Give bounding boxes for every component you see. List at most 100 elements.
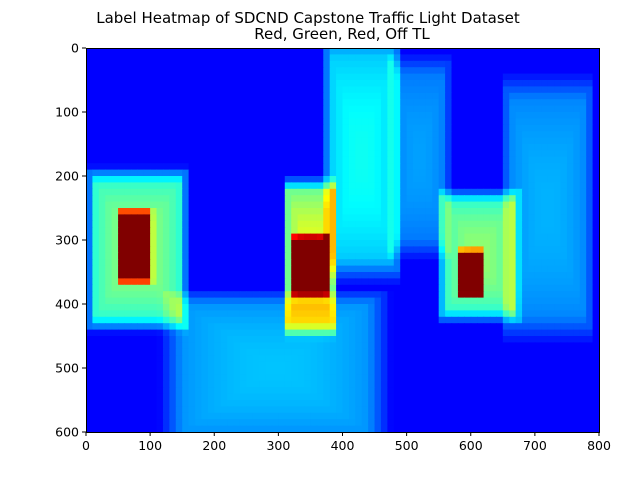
heatmap-cell [297, 323, 305, 331]
heatmap-cell [406, 380, 414, 388]
heatmap-cell [118, 393, 126, 401]
y-tick-label: 300 [55, 233, 79, 248]
heatmap-cell [393, 67, 401, 75]
heatmap-cell [560, 393, 568, 401]
heatmap-cell [105, 137, 113, 145]
heatmap-cell [348, 272, 356, 279]
heatmap-cell [425, 92, 433, 100]
heatmap-cell [239, 400, 247, 407]
heatmap-cell [265, 182, 273, 190]
heatmap-cell [252, 188, 260, 196]
heatmap-cell [162, 124, 170, 132]
heatmap-cell [207, 361, 215, 369]
heatmap-cell [380, 67, 388, 75]
heatmap-cell [432, 406, 440, 414]
heatmap-cell [162, 368, 170, 375]
heatmap-cell [380, 419, 388, 427]
heatmap-cell [130, 419, 138, 427]
heatmap-cell [143, 336, 151, 343]
heatmap-cell [111, 86, 119, 94]
heatmap-cell [554, 297, 562, 305]
heatmap-cell [534, 406, 542, 414]
heatmap-cell [271, 387, 279, 395]
heatmap-cell [304, 329, 312, 337]
heatmap-cell [329, 144, 337, 151]
heatmap-cell [579, 131, 587, 139]
heatmap-cell [413, 60, 421, 68]
heatmap-cell [477, 118, 485, 126]
heatmap-cell [502, 144, 510, 151]
heatmap-cell [400, 412, 408, 420]
heatmap-cell [528, 310, 536, 318]
heatmap-cell [355, 48, 363, 55]
heatmap-cell [483, 355, 491, 363]
heatmap-cell [175, 297, 183, 305]
heatmap-cell [291, 112, 299, 119]
heatmap-cell [566, 131, 574, 139]
heatmap-cell [195, 233, 203, 241]
heatmap-cell [207, 272, 215, 279]
heatmap-cell [470, 348, 478, 356]
heatmap-cell [220, 182, 228, 190]
heatmap-cell [130, 400, 138, 407]
heatmap-cell [265, 342, 273, 350]
heatmap-cell [445, 246, 453, 254]
heatmap-cell [98, 310, 106, 318]
heatmap-cell [438, 67, 446, 75]
heatmap-cell [432, 195, 440, 203]
heatmap-cell [541, 400, 549, 407]
heatmap-cell [175, 246, 183, 254]
heatmap-cell [323, 112, 331, 119]
heatmap-cell [509, 118, 517, 126]
heatmap-cell [348, 278, 356, 286]
heatmap-cell [227, 124, 235, 132]
heatmap-cell [361, 387, 369, 395]
heatmap-cell [291, 54, 299, 62]
heatmap-cell [111, 208, 119, 215]
heatmap-cell [316, 227, 324, 235]
heatmap-cell [150, 355, 158, 363]
heatmap-cell [137, 272, 145, 279]
heatmap-cell [207, 246, 215, 254]
heatmap-cell [368, 233, 376, 241]
heatmap-cell [310, 425, 318, 433]
heatmap-cell [143, 233, 151, 241]
heatmap-cell [477, 278, 485, 286]
heatmap-cell [124, 182, 132, 190]
heatmap-cell [566, 304, 574, 311]
heatmap-cell [239, 73, 247, 81]
heatmap-cell [592, 150, 600, 158]
heatmap-cell [457, 393, 465, 401]
heatmap-cell [297, 48, 305, 55]
heatmap-cell [522, 118, 530, 126]
heatmap-cell [98, 73, 106, 81]
heatmap-cell [259, 54, 267, 62]
heatmap-cell [406, 240, 414, 247]
heatmap-cell [528, 73, 536, 81]
heatmap-cell [534, 195, 542, 203]
heatmap-cell [566, 291, 574, 299]
heatmap-cell [323, 387, 331, 395]
heatmap-cell [509, 252, 517, 260]
heatmap-cell [432, 60, 440, 68]
heatmap-cell [406, 86, 414, 94]
heatmap-cell [182, 297, 190, 305]
heatmap-cell [496, 297, 504, 305]
heatmap-cell [175, 400, 183, 407]
heatmap-cell [522, 156, 530, 164]
heatmap-cell [554, 176, 562, 183]
heatmap-cell [227, 348, 235, 356]
heatmap-cell [509, 201, 517, 209]
heatmap-cell [413, 374, 421, 382]
heatmap-cell [464, 291, 472, 299]
heatmap-cell [560, 105, 568, 113]
heatmap-cell [534, 374, 542, 382]
heatmap-cell [579, 208, 587, 215]
heatmap-cell [534, 137, 542, 145]
heatmap-cell [195, 240, 203, 247]
heatmap-cell [92, 156, 100, 164]
heatmap-cell [425, 310, 433, 318]
heatmap-cell [182, 150, 190, 158]
heatmap-cell [438, 182, 446, 190]
heatmap-cell [464, 124, 472, 132]
